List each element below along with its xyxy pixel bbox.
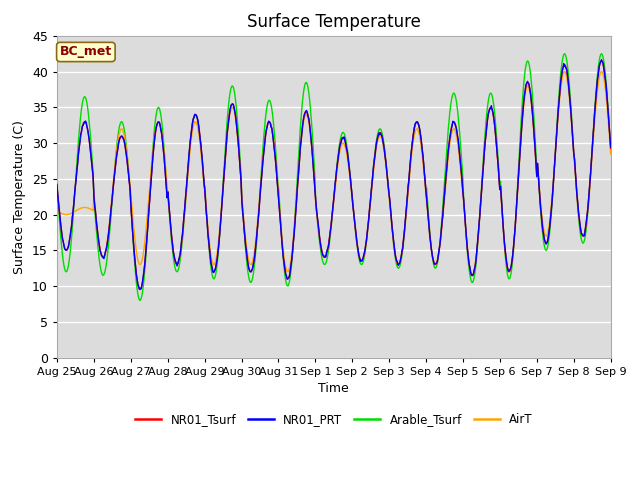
- NR01_Tsurf: [53, 183, 61, 189]
- Y-axis label: Surface Temperature (C): Surface Temperature (C): [13, 120, 26, 274]
- NR01_PRT: [53, 181, 61, 187]
- Title: Surface Temperature: Surface Temperature: [247, 13, 420, 32]
- NR01_PRT: [418, 145, 426, 151]
- Legend: NR01_Tsurf, NR01_PRT, Arable_Tsurf, AirT: NR01_Tsurf, NR01_PRT, Arable_Tsurf, AirT: [131, 408, 538, 431]
- Arable_Tsurf: [206, 258, 214, 264]
- AirT: [607, 151, 614, 156]
- Arable_Tsurf: [63, 268, 71, 274]
- AirT: [120, 131, 128, 137]
- NR01_PRT: [598, 57, 605, 62]
- NR01_Tsurf: [136, 287, 144, 292]
- Arable_Tsurf: [402, 215, 410, 220]
- Arable_Tsurf: [607, 145, 614, 151]
- AirT: [401, 223, 409, 228]
- Arable_Tsurf: [53, 181, 61, 187]
- Line: NR01_Tsurf: NR01_Tsurf: [57, 61, 611, 289]
- AirT: [177, 251, 184, 257]
- NR01_Tsurf: [63, 247, 71, 252]
- Line: AirT: AirT: [57, 72, 611, 276]
- Arable_Tsurf: [598, 51, 605, 57]
- Text: BC_met: BC_met: [60, 46, 112, 59]
- AirT: [598, 69, 605, 74]
- AirT: [205, 240, 213, 246]
- NR01_Tsurf: [418, 144, 426, 150]
- NR01_Tsurf: [598, 58, 605, 64]
- Arable_Tsurf: [177, 251, 185, 257]
- NR01_PRT: [137, 286, 145, 292]
- NR01_Tsurf: [402, 212, 410, 218]
- NR01_Tsurf: [206, 253, 214, 259]
- NR01_PRT: [120, 137, 128, 143]
- AirT: [468, 273, 476, 278]
- AirT: [53, 208, 61, 214]
- NR01_PRT: [402, 213, 410, 218]
- Arable_Tsurf: [120, 125, 128, 131]
- Line: Arable_Tsurf: Arable_Tsurf: [57, 54, 611, 300]
- NR01_PRT: [607, 144, 614, 150]
- NR01_Tsurf: [120, 138, 128, 144]
- NR01_Tsurf: [607, 145, 614, 151]
- NR01_PRT: [63, 247, 71, 253]
- NR01_Tsurf: [177, 245, 185, 251]
- X-axis label: Time: Time: [319, 382, 349, 395]
- AirT: [63, 212, 71, 217]
- AirT: [417, 144, 425, 149]
- Arable_Tsurf: [136, 298, 144, 303]
- Arable_Tsurf: [418, 145, 426, 151]
- NR01_PRT: [206, 253, 214, 259]
- Line: NR01_PRT: NR01_PRT: [57, 60, 611, 289]
- NR01_PRT: [177, 244, 185, 250]
